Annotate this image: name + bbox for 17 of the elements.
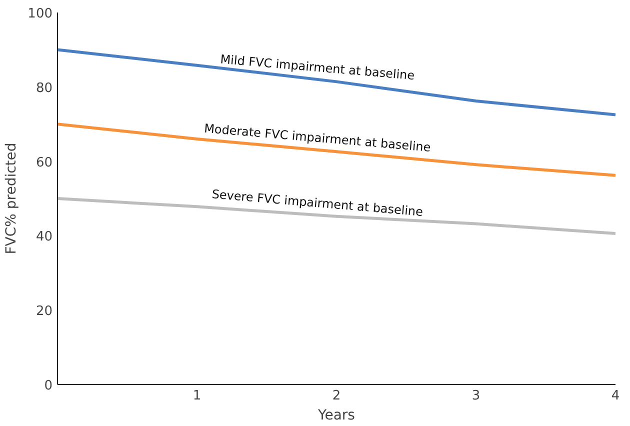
y-axis-title: FVC% predicted — [4, 142, 20, 254]
y-tick-label: 0 — [44, 378, 53, 394]
line-series — [58, 48, 616, 116]
x-tick-label: 1 — [192, 388, 202, 404]
y-tick-label: 100 — [28, 6, 53, 22]
series-label: Mild FVC impairment at baseline — [220, 52, 416, 83]
y-tick-label: 20 — [36, 304, 53, 320]
series-label: Moderate FVC impairment at baseline — [204, 121, 432, 154]
x-tick-label: 2 — [332, 388, 341, 404]
series-label: Severe FVC impairment at baseline — [211, 187, 424, 219]
y-tick-label: 80 — [36, 80, 53, 96]
x-tick-label: 4 — [611, 388, 620, 404]
y-tick-label: 40 — [36, 230, 53, 245]
x-tick-label: 3 — [472, 388, 480, 404]
x-axis-title: Years — [317, 408, 355, 424]
line-series — [58, 122, 616, 177]
y-tick-label: 60 — [36, 155, 53, 170]
